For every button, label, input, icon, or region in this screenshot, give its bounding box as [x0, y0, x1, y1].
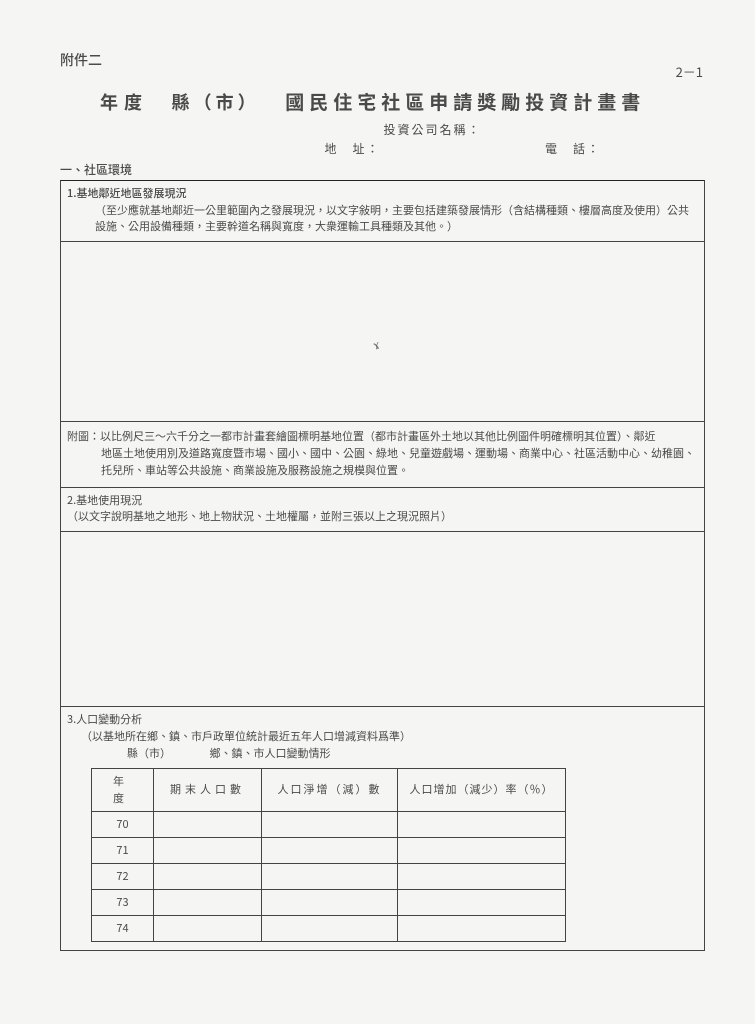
- col-year: 年 度: [92, 768, 154, 811]
- box3-sub: （以基地所在鄉、鎮、市戶政單位統計最近五年人口增減資料爲準）: [67, 728, 698, 745]
- cell-year: 71: [92, 837, 154, 863]
- box2-note: （以文字說明基地之地形、地上物狀況、土地權屬，並附三張以上之現況照片）: [67, 508, 698, 525]
- cell-empty: [398, 890, 566, 916]
- box1-title: 1.基地鄰近地區發展現況: [67, 185, 698, 202]
- table-row: 71: [92, 837, 566, 863]
- cell-empty: [154, 837, 262, 863]
- table-row: 74: [92, 916, 566, 942]
- main-title: 國民住宅社區申請獎勵投資計畫書: [285, 88, 645, 115]
- col-endpop: 期末人口數: [154, 768, 262, 811]
- cell-empty: [262, 863, 398, 889]
- cell-year: 70: [92, 811, 154, 837]
- box1-content-area: ɤ: [61, 242, 704, 422]
- box3: 3.人口變動分析 （以基地所在鄉、鎮、市戶政單位統計最近五年人口增減資料爲準） …: [61, 707, 704, 950]
- attach-line2: 地區土地使用別及道路寬度暨市場、國小、國中、公園、綠地、兒童遊戲場、運動場、商業…: [67, 445, 698, 479]
- cell-empty: [262, 837, 398, 863]
- attachment-label: 附件二: [60, 50, 705, 70]
- attach-label: 附圖：: [67, 428, 100, 444]
- cell-empty: [154, 890, 262, 916]
- county-label: 縣（市）: [172, 89, 260, 115]
- cell-empty: [398, 837, 566, 863]
- cell-empty: [154, 863, 262, 889]
- address-label: 地 址：: [60, 140, 545, 157]
- cell-empty: [398, 811, 566, 837]
- page-number: 2－1: [676, 62, 703, 81]
- table-row: 72: [92, 863, 566, 889]
- company-label: 投資公司名稱：: [60, 121, 705, 138]
- cell-empty: [398, 916, 566, 942]
- table-header-row: 年 度 期末人口數 人口淨增（減）數 人口增加（減少）率（％）: [92, 768, 566, 811]
- form-outer-box: 1.基地鄰近地區發展現況 （至少應就基地鄰近一公里範圍內之發展現況，以文字敍明，…: [60, 180, 705, 951]
- cell-empty: [154, 916, 262, 942]
- box3-title: 3.人口變動分析: [67, 711, 698, 728]
- box2-head: 2.基地使用現況 （以文字說明基地之地形、地上物狀況、土地權屬，並附三張以上之現…: [61, 488, 704, 532]
- tel-label: 電 話：: [545, 140, 705, 157]
- cell-year: 72: [92, 863, 154, 889]
- box2-title: 2.基地使用現況: [67, 492, 698, 509]
- box2-content-area: [61, 532, 704, 707]
- cell-empty: [398, 863, 566, 889]
- cell-empty: [262, 890, 398, 916]
- page-title-row: 年度 縣（市） 國民住宅社區申請獎勵投資計畫書: [60, 88, 705, 115]
- year-label: 年度: [100, 89, 148, 115]
- box3-tabhead: 縣（市） 鄉、鎮、市人口變動情形: [67, 745, 698, 762]
- cell-year: 74: [92, 916, 154, 942]
- box1-note: （至少應就基地鄰近一公里範圍內之發展現況，以文字敍明，主要包括建築發展情形（含結…: [67, 202, 698, 235]
- meta-block: 投資公司名稱： 地 址： 電 話：: [60, 121, 705, 157]
- col-rate: 人口增加（減少）率（％）: [398, 768, 566, 811]
- table-row: 73: [92, 890, 566, 916]
- population-table: 年 度 期末人口數 人口淨增（減）數 人口增加（減少）率（％） 70 71 72…: [91, 768, 566, 942]
- attach-line1: 以比例尺三～六千分之一都市計畫套繪圖標明基地位置（都市計畫區外土地以其他比例圖件…: [100, 428, 656, 444]
- cell-empty: [154, 811, 262, 837]
- cell-empty: [262, 916, 398, 942]
- section-1-heading: 一、社區環境: [60, 161, 705, 178]
- table-row: 70: [92, 811, 566, 837]
- cell-empty: [262, 811, 398, 837]
- attach-note: 附圖：以比例尺三～六千分之一都市計畫套繪圖標明基地位置（都市計畫區外土地以其他比…: [61, 422, 704, 488]
- col-netchange: 人口淨增（減）數: [262, 768, 398, 811]
- scan-mark: ɤ: [370, 333, 381, 353]
- box1-head: 1.基地鄰近地區發展現況 （至少應就基地鄰近一公里範圍內之發展現況，以文字敍明，…: [61, 181, 704, 242]
- cell-year: 73: [92, 890, 154, 916]
